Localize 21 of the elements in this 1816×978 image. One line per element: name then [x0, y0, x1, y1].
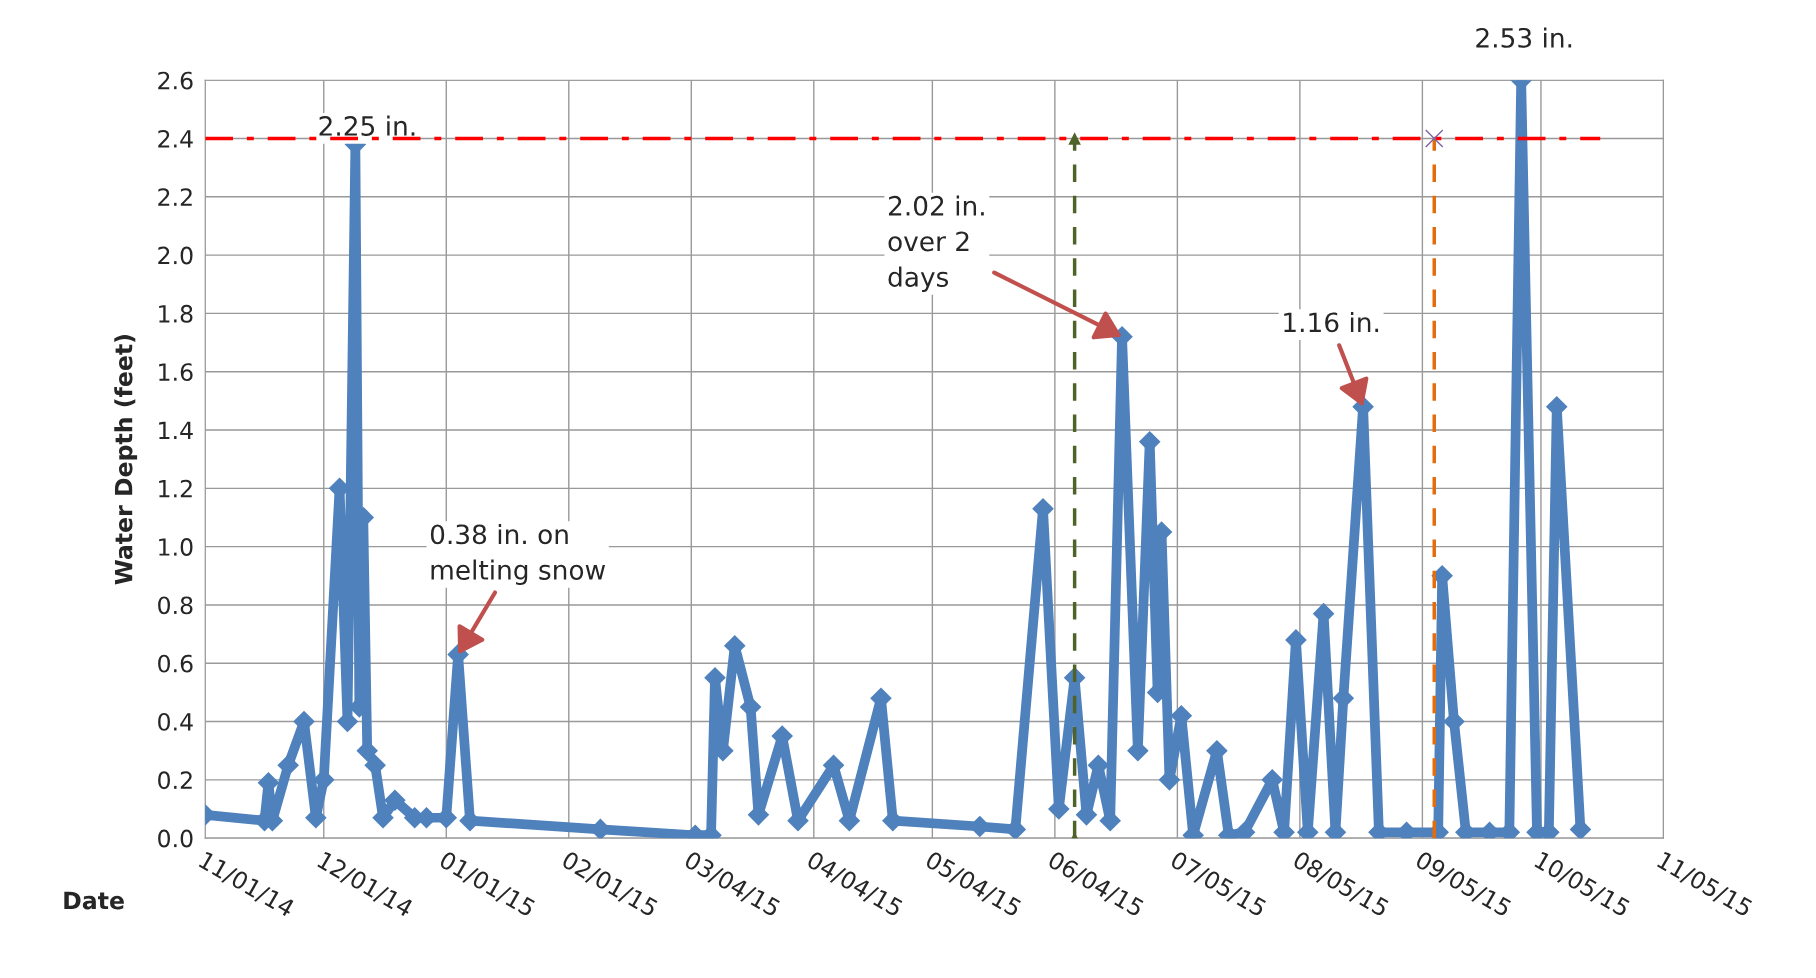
y-tick-label: 0.4: [158, 712, 193, 731]
annotation: 2.02 in. over 2 days: [888, 195, 984, 293]
y-axis-title: Water Depth (feet): [114, 335, 138, 585]
y-tick-label: 1.4: [159, 421, 193, 439]
y-tick-label: 0.2: [158, 771, 192, 790]
annotation: 0.38 in. on melting snow: [430, 523, 606, 586]
annotation: 2.25 in.: [319, 115, 415, 136]
x-axis-title: Date: [64, 891, 124, 910]
annotation: 1.16 in.: [1284, 311, 1379, 333]
y-tick-label: 1.0: [159, 538, 193, 556]
y-tick-label: 2.6: [158, 71, 193, 90]
y-tick-label: 0.0: [158, 829, 193, 848]
y-tick-label: 1.8: [159, 304, 193, 323]
y-tick-label: 2.0: [158, 246, 193, 265]
y-tick-label: 0.6: [158, 654, 193, 673]
y-tick-label: 1.6: [159, 363, 193, 382]
y-tick-label: 0.8: [158, 596, 193, 615]
y-tick-label: 1.2: [159, 479, 192, 498]
y-tick-label: 2.4: [158, 129, 193, 148]
annotation: 2.53 in.: [1476, 27, 1572, 48]
y-tick-label: 2.2: [158, 188, 192, 206]
